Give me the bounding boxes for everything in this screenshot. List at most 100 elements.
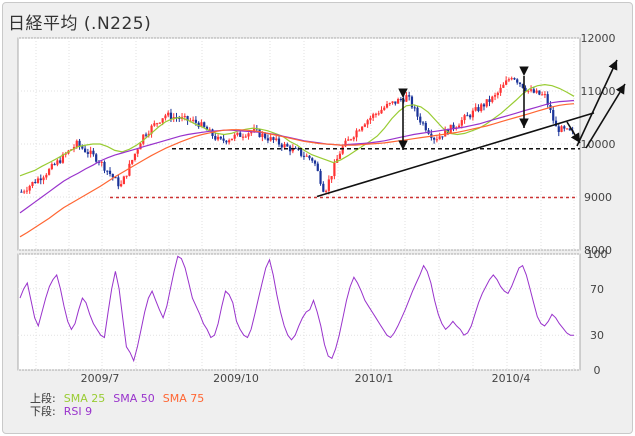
candle-body <box>59 160 62 163</box>
candle-body <box>244 136 247 138</box>
candle-body <box>286 144 289 147</box>
candle-body <box>50 164 53 170</box>
candle-body <box>543 94 547 96</box>
date-axis-tick: 2009/10 <box>213 372 259 385</box>
candle-body <box>114 177 117 179</box>
candle-body <box>128 163 131 176</box>
candle-body <box>194 119 198 123</box>
candle-body <box>78 140 81 147</box>
candle-body <box>280 144 283 148</box>
candle-body <box>61 154 65 163</box>
candle-body <box>399 99 402 101</box>
candle-body <box>363 124 366 127</box>
candle-body <box>239 132 242 137</box>
candle-body <box>230 138 234 141</box>
candle-body <box>505 80 508 85</box>
candle-body <box>34 182 37 184</box>
candle-body <box>95 154 98 162</box>
candle-body <box>305 155 308 157</box>
candle-body <box>167 112 170 116</box>
candle-body <box>560 126 563 132</box>
candle-body <box>250 131 253 134</box>
candle-body <box>228 140 231 143</box>
candle-body <box>89 150 92 154</box>
candle-body <box>258 129 261 138</box>
candle-body <box>424 122 427 131</box>
candle-body <box>563 126 566 129</box>
candle-body <box>45 174 48 178</box>
candle-body <box>313 160 317 164</box>
candle-body <box>532 89 535 93</box>
candle-body <box>28 185 31 191</box>
candle-body <box>333 162 336 177</box>
candle-body <box>203 122 206 127</box>
candle-body <box>164 115 167 119</box>
candle-body <box>192 119 195 121</box>
candle-body <box>538 90 541 95</box>
candle-body <box>502 84 505 88</box>
candle-body <box>457 125 461 128</box>
candle-body <box>471 110 475 118</box>
legend-sma25: SMA 25 <box>63 392 106 405</box>
sma-line-sma75 <box>19 103 575 238</box>
candle-body <box>358 130 361 132</box>
candle-body <box>463 115 466 121</box>
candle-body <box>75 140 78 148</box>
candle-body <box>205 126 209 131</box>
candle-body <box>272 137 275 140</box>
candle-body <box>236 132 239 135</box>
candle-body <box>261 133 264 138</box>
candle-body <box>103 161 106 171</box>
candle-body <box>100 161 103 163</box>
candle-body <box>241 136 245 138</box>
candle-body <box>444 129 447 137</box>
candle-body <box>469 115 472 118</box>
candle-body <box>208 129 211 131</box>
candle-body <box>222 138 225 141</box>
candle-body <box>308 155 311 159</box>
candle-body <box>413 107 416 109</box>
candle-body <box>302 155 306 157</box>
candle-body <box>341 146 344 154</box>
candle-body <box>266 138 270 141</box>
rsi-axis-tick: 100 <box>587 248 608 261</box>
candle-body <box>169 112 173 120</box>
candle-body <box>485 99 488 107</box>
candle-body <box>529 89 533 91</box>
candle-body <box>507 79 511 81</box>
candle-body <box>186 116 189 121</box>
candle-body <box>25 190 29 192</box>
candle-body <box>144 134 148 136</box>
date-axis-tick: 2009/7 <box>81 372 120 385</box>
rsi-axis-tick: 0 <box>594 364 601 377</box>
candle-body <box>466 115 469 117</box>
candle-body <box>380 109 383 114</box>
price-axis-tick: 11000 <box>581 85 616 98</box>
price-axis-tick: 12000 <box>581 32 616 45</box>
candle-body <box>294 148 297 150</box>
candle-body <box>322 183 325 192</box>
candle-body <box>161 118 164 123</box>
candle-body <box>178 117 181 119</box>
candle-body <box>139 143 142 150</box>
candle-body <box>150 125 153 134</box>
candle-body <box>216 136 220 140</box>
candle-body <box>269 137 272 141</box>
candle-body <box>142 134 145 144</box>
candle-body <box>496 92 499 96</box>
candle-body <box>438 136 441 140</box>
legend-sma75: SMA 75 <box>162 392 205 405</box>
candle-body <box>319 170 322 184</box>
candle-body <box>405 95 408 102</box>
candle-body <box>108 170 112 175</box>
candle-body <box>156 123 159 125</box>
candle-body <box>565 128 569 130</box>
candle-body <box>83 148 87 153</box>
candle-body <box>388 102 391 104</box>
candle-body <box>119 184 123 187</box>
candle-body <box>117 177 120 187</box>
candle-body <box>374 113 378 115</box>
candle-body <box>252 128 256 132</box>
date-axis-tick: 2010/4 <box>492 372 531 385</box>
candle-body <box>47 169 51 175</box>
